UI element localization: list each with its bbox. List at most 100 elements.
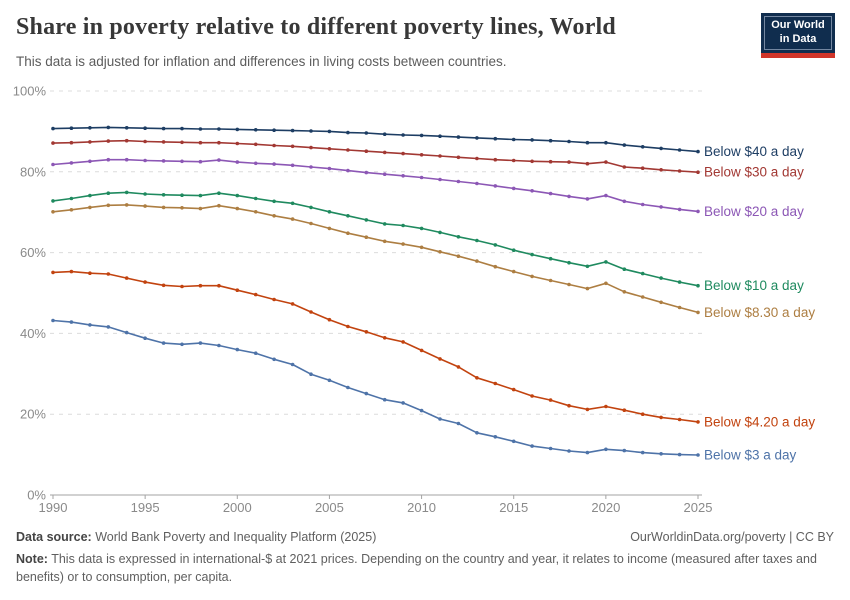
- line-below-8-30-a-day[interactable]: [52, 204, 699, 314]
- point-below-8-30-a-day-2012: [456, 254, 461, 258]
- point-below-8-30-a-day-1992: [88, 205, 92, 210]
- point-below-3-a-day-2004: [309, 372, 313, 377]
- point-below-8-30-a-day-2013: [475, 259, 479, 263]
- point-below-8-30-a-day-2019: [585, 286, 590, 291]
- point-below-20-a-day-2015: [511, 186, 516, 191]
- note-label: Note:: [16, 552, 48, 566]
- point-below-4-20-a-day-2025: [696, 420, 700, 424]
- point-below-20-a-day-2018: [567, 194, 571, 199]
- point-below-40-a-day-2013: [475, 136, 479, 140]
- y-tick-label-100%: 100%: [13, 84, 47, 99]
- point-below-4-20-a-day-2016: [530, 394, 534, 398]
- point-below-20-a-day-2011: [438, 177, 442, 182]
- point-below-8-30-a-day-2017: [548, 278, 553, 283]
- point-below-3-a-day-2003: [290, 362, 295, 367]
- owid-logo[interactable]: Our World in Data: [761, 13, 835, 58]
- point-below-10-a-day-2003: [290, 201, 295, 206]
- point-below-3-a-day-2007: [364, 391, 369, 396]
- data-source-value: World Bank Poverty and Inequality Platfo…: [91, 530, 377, 544]
- point-below-40-a-day-2025: [696, 149, 700, 154]
- point-below-3-a-day-2022: [640, 450, 645, 455]
- point-below-8-30-a-day-1997: [180, 206, 184, 210]
- series-label-below-8-30-a-day[interactable]: Below $8.30 a day: [704, 305, 815, 320]
- point-below-8-30-a-day-2023: [659, 300, 663, 305]
- point-below-10-a-day-2000: [235, 193, 240, 198]
- point-below-3-a-day-1992: [88, 323, 92, 327]
- point-below-8-30-a-day-1994: [124, 203, 129, 207]
- point-below-30-a-day-2012: [456, 155, 461, 160]
- point-below-20-a-day-2017: [548, 191, 553, 196]
- page-title: Share in poverty relative to different p…: [16, 14, 616, 40]
- series-label-below-30-a-day[interactable]: Below $30 a day: [704, 165, 804, 180]
- point-below-8-30-a-day-2006: [346, 231, 350, 235]
- line-below-40-a-day[interactable]: [52, 126, 699, 153]
- line-below-10-a-day[interactable]: [52, 191, 699, 287]
- point-below-40-a-day-2015: [511, 137, 516, 142]
- point-below-3-a-day-2017: [548, 446, 553, 451]
- series-label-below-20-a-day[interactable]: Below $20 a day: [704, 204, 804, 219]
- point-below-3-a-day-2016: [530, 444, 534, 448]
- chart-note: Note: This data is expressed in internat…: [16, 550, 834, 586]
- point-below-3-a-day-2001: [253, 351, 258, 356]
- series-label-below-10-a-day[interactable]: Below $10 a day: [704, 278, 804, 293]
- point-below-3-a-day-2018: [567, 449, 571, 453]
- series-label-below-40-a-day[interactable]: Below $40 a day: [704, 144, 804, 159]
- point-below-40-a-day-2019: [585, 140, 590, 145]
- point-below-8-30-a-day-2009: [401, 242, 405, 246]
- point-below-4-20-a-day-1997: [180, 284, 184, 289]
- point-below-40-a-day-2002: [272, 128, 276, 132]
- point-below-8-30-a-day-1996: [161, 205, 166, 210]
- line-below-4-20-a-day[interactable]: [52, 270, 699, 423]
- point-below-4-20-a-day-2005: [327, 317, 332, 322]
- point-below-10-a-day-1993: [106, 191, 111, 195]
- x-tick-label-2015: 2015: [499, 500, 528, 515]
- series-label-below-3-a-day[interactable]: Below $3 a day: [704, 448, 797, 463]
- point-below-40-a-day-2014: [493, 136, 498, 141]
- owid-logo-line1: Our World: [771, 19, 825, 32]
- point-below-4-20-a-day-1991: [69, 269, 74, 274]
- line-below-20-a-day[interactable]: [52, 158, 699, 213]
- line-below-3-a-day[interactable]: [52, 319, 699, 456]
- point-below-20-a-day-2002: [272, 162, 276, 166]
- point-below-40-a-day-2005: [327, 129, 332, 134]
- point-below-4-20-a-day-2003: [290, 302, 295, 306]
- point-below-10-a-day-1996: [161, 193, 166, 197]
- point-below-4-20-a-day-2020: [604, 404, 608, 409]
- point-below-4-20-a-day-2004: [309, 310, 313, 314]
- point-below-3-a-day-2015: [511, 439, 516, 444]
- y-tick-label-80%: 80%: [20, 164, 46, 179]
- line-below-30-a-day[interactable]: [52, 139, 699, 173]
- data-source-text: Data source: World Bank Poverty and Ineq…: [16, 530, 376, 544]
- point-below-3-a-day-2021: [622, 448, 627, 453]
- point-below-8-30-a-day-2020: [604, 281, 608, 286]
- point-below-4-20-a-day-2000: [235, 288, 240, 293]
- x-tick-label-2020: 2020: [591, 500, 620, 515]
- point-below-4-20-a-day-2015: [511, 387, 516, 392]
- point-below-8-30-a-day-2008: [382, 239, 387, 244]
- series-label-below-4-20-a-day[interactable]: Below $4.20 a day: [704, 414, 815, 429]
- point-below-40-a-day-1994: [124, 126, 129, 130]
- point-below-3-a-day-2009: [401, 401, 405, 405]
- owid-license-link[interactable]: OurWorldinData.org/poverty | CC BY: [630, 530, 834, 544]
- point-below-10-a-day-2001: [253, 196, 258, 201]
- point-below-20-a-day-1994: [124, 157, 129, 162]
- data-source-label: Data source:: [16, 530, 92, 544]
- point-below-20-a-day-2019: [585, 197, 590, 201]
- point-below-40-a-day-2018: [567, 139, 571, 144]
- y-tick-label-40%: 40%: [20, 326, 46, 341]
- x-tick-label-2010: 2010: [407, 500, 436, 515]
- point-below-30-a-day-2006: [346, 148, 350, 152]
- point-below-10-a-day-2018: [567, 260, 571, 265]
- point-below-30-a-day-2008: [382, 150, 387, 155]
- point-below-4-20-a-day-1992: [88, 271, 92, 276]
- y-tick-label-0%: 0%: [27, 488, 46, 503]
- point-below-3-a-day-1995: [143, 336, 147, 341]
- point-below-40-a-day-2003: [290, 128, 295, 133]
- owid-logo-stripe: [761, 53, 835, 58]
- y-tick-label-60%: 60%: [20, 245, 46, 260]
- point-below-10-a-day-1995: [143, 192, 147, 196]
- point-below-10-a-day-2006: [346, 214, 350, 218]
- point-below-30-a-day-1999: [217, 140, 221, 145]
- point-below-4-20-a-day-1998: [198, 283, 203, 288]
- point-below-30-a-day-2015: [511, 158, 516, 163]
